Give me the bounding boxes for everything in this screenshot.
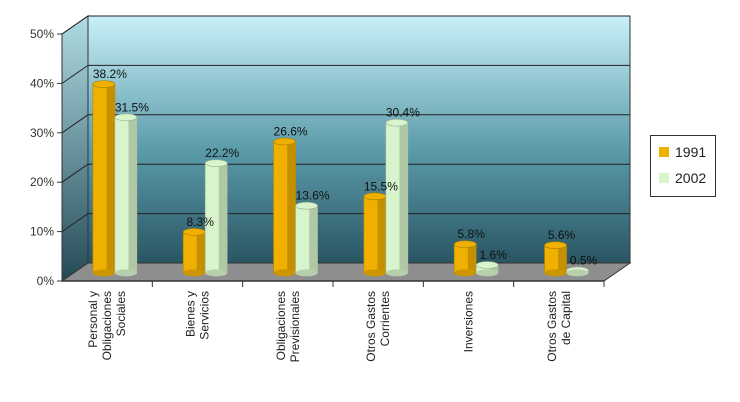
bar-bottom-2002-2: [295, 269, 318, 277]
bar-top-1991-0: [92, 80, 116, 88]
bar-shade-1991-5: [558, 245, 567, 273]
y-tick-label: 20%: [30, 175, 54, 189]
category-label-1: Bienes y Servicios: [184, 291, 212, 340]
bar-top-2002-2: [295, 201, 318, 210]
gridline-side: [61, 163, 89, 183]
data-label-1991-1: 8.3%: [187, 215, 215, 229]
category-label-line: Previsionales: [288, 291, 302, 362]
category-label-line: de Capital: [559, 291, 573, 345]
bar-bottom-1991-3: [363, 269, 386, 277]
bar-top-2002-3: [385, 118, 409, 127]
data-label-2002-1: 22.2%: [205, 146, 239, 160]
bar-shade-1991-2: [287, 141, 296, 273]
bar-shade-1991-0: [106, 84, 115, 273]
bar-top-2002-1: [204, 159, 228, 168]
legend: 1991 2002: [650, 135, 716, 197]
category-label-2: Obligaciones Previsionales: [274, 291, 302, 362]
legend-label-2002: 2002: [675, 170, 707, 186]
data-label-2002-3: 30.4%: [386, 106, 420, 120]
category-label-line: Servicios: [198, 291, 212, 340]
data-label-1991-2: 26.6%: [274, 124, 308, 138]
bar-top-1991-2: [273, 137, 296, 146]
bar-shade-1991-1: [196, 231, 206, 273]
gridline-side: [61, 114, 89, 134]
data-label-2002-5: 0.5%: [570, 253, 598, 267]
bar-bottom-2002-3: [385, 269, 408, 277]
category-label-line: Obligaciones: [274, 291, 288, 360]
category-label-line: Sociales: [114, 291, 128, 336]
category-label-line: Corrientes: [378, 291, 392, 346]
category-label-5: Otros Gastos de Capital: [545, 291, 573, 362]
data-label-1991-4: 5.8%: [458, 227, 486, 241]
bar-bottom-1991-4: [454, 269, 477, 277]
category-label-line: Obligaciones: [100, 291, 114, 360]
bar-bottom-1991-0: [92, 269, 115, 277]
gridline-side: [61, 15, 89, 35]
bar-bottom-2002-5: [566, 269, 589, 277]
chart-side-wall: [61, 15, 89, 282]
data-label-2002-2: 13.6%: [296, 189, 330, 203]
legend-swatch-2002: [659, 173, 669, 183]
bar-bottom-2002-4: [476, 269, 499, 277]
bar-bottom-1991-5: [544, 269, 567, 277]
category-label-line: Bienes y: [184, 291, 198, 337]
y-tick-label: 0%: [37, 274, 55, 288]
bar-bottom-1991-1: [183, 269, 206, 277]
y-tick-label: 40%: [30, 76, 54, 90]
bar-bottom-2002-0: [114, 269, 137, 277]
category-label-line: Otros Gastos: [545, 291, 559, 362]
legend-swatch-1991: [659, 147, 669, 157]
category-label-line: Otros Gastos: [364, 291, 378, 362]
bar-shade-1991-3: [377, 196, 386, 273]
y-tick-label: 10%: [30, 225, 54, 239]
data-label-2002-0: 31.5%: [115, 100, 149, 114]
bar-top-1991-3: [363, 192, 387, 201]
category-label-line: Inversiones: [462, 291, 476, 352]
bar-shade-2002-0: [128, 117, 137, 273]
chart-back-wall: [87, 15, 631, 264]
bar-top-2002-4: [475, 261, 499, 269]
bar-top-1991-1: [182, 228, 206, 236]
legend-item-2002: 2002: [659, 170, 706, 186]
bar-bottom-2002-1: [205, 269, 228, 277]
category-label-4: Inversiones: [462, 291, 476, 352]
bar-top-1991-5: [544, 241, 567, 250]
y-tick-label: 30%: [30, 126, 54, 140]
gridline-side: [61, 64, 89, 84]
category-label-line: Personal y: [86, 291, 100, 348]
bar-shade-2002-3: [399, 122, 408, 273]
bar-shade-1991-4: [467, 244, 477, 273]
data-label-1991-5: 5.6%: [548, 228, 576, 242]
bar-bottom-1991-2: [273, 269, 296, 277]
gridline-side: [61, 213, 89, 233]
data-label-1991-0: 38.2%: [93, 67, 127, 81]
y-tick-label: 50%: [30, 27, 54, 41]
bar-shade-2002-1: [218, 163, 228, 273]
bar-top-1991-4: [453, 240, 477, 249]
bar-top-2002-0: [114, 113, 138, 122]
data-label-2002-4: 1.6%: [480, 248, 508, 262]
bar-shade-2002-2: [309, 205, 318, 273]
legend-label-1991: 1991: [675, 144, 707, 160]
bar-shade-2002-4: [489, 264, 499, 273]
category-label-3: Otros Gastos Corrientes: [364, 291, 392, 362]
category-label-0: Personal y Obligaciones Sociales: [86, 291, 128, 360]
data-label-1991-3: 15.5%: [364, 179, 398, 193]
legend-item-1991: 1991: [659, 144, 706, 160]
